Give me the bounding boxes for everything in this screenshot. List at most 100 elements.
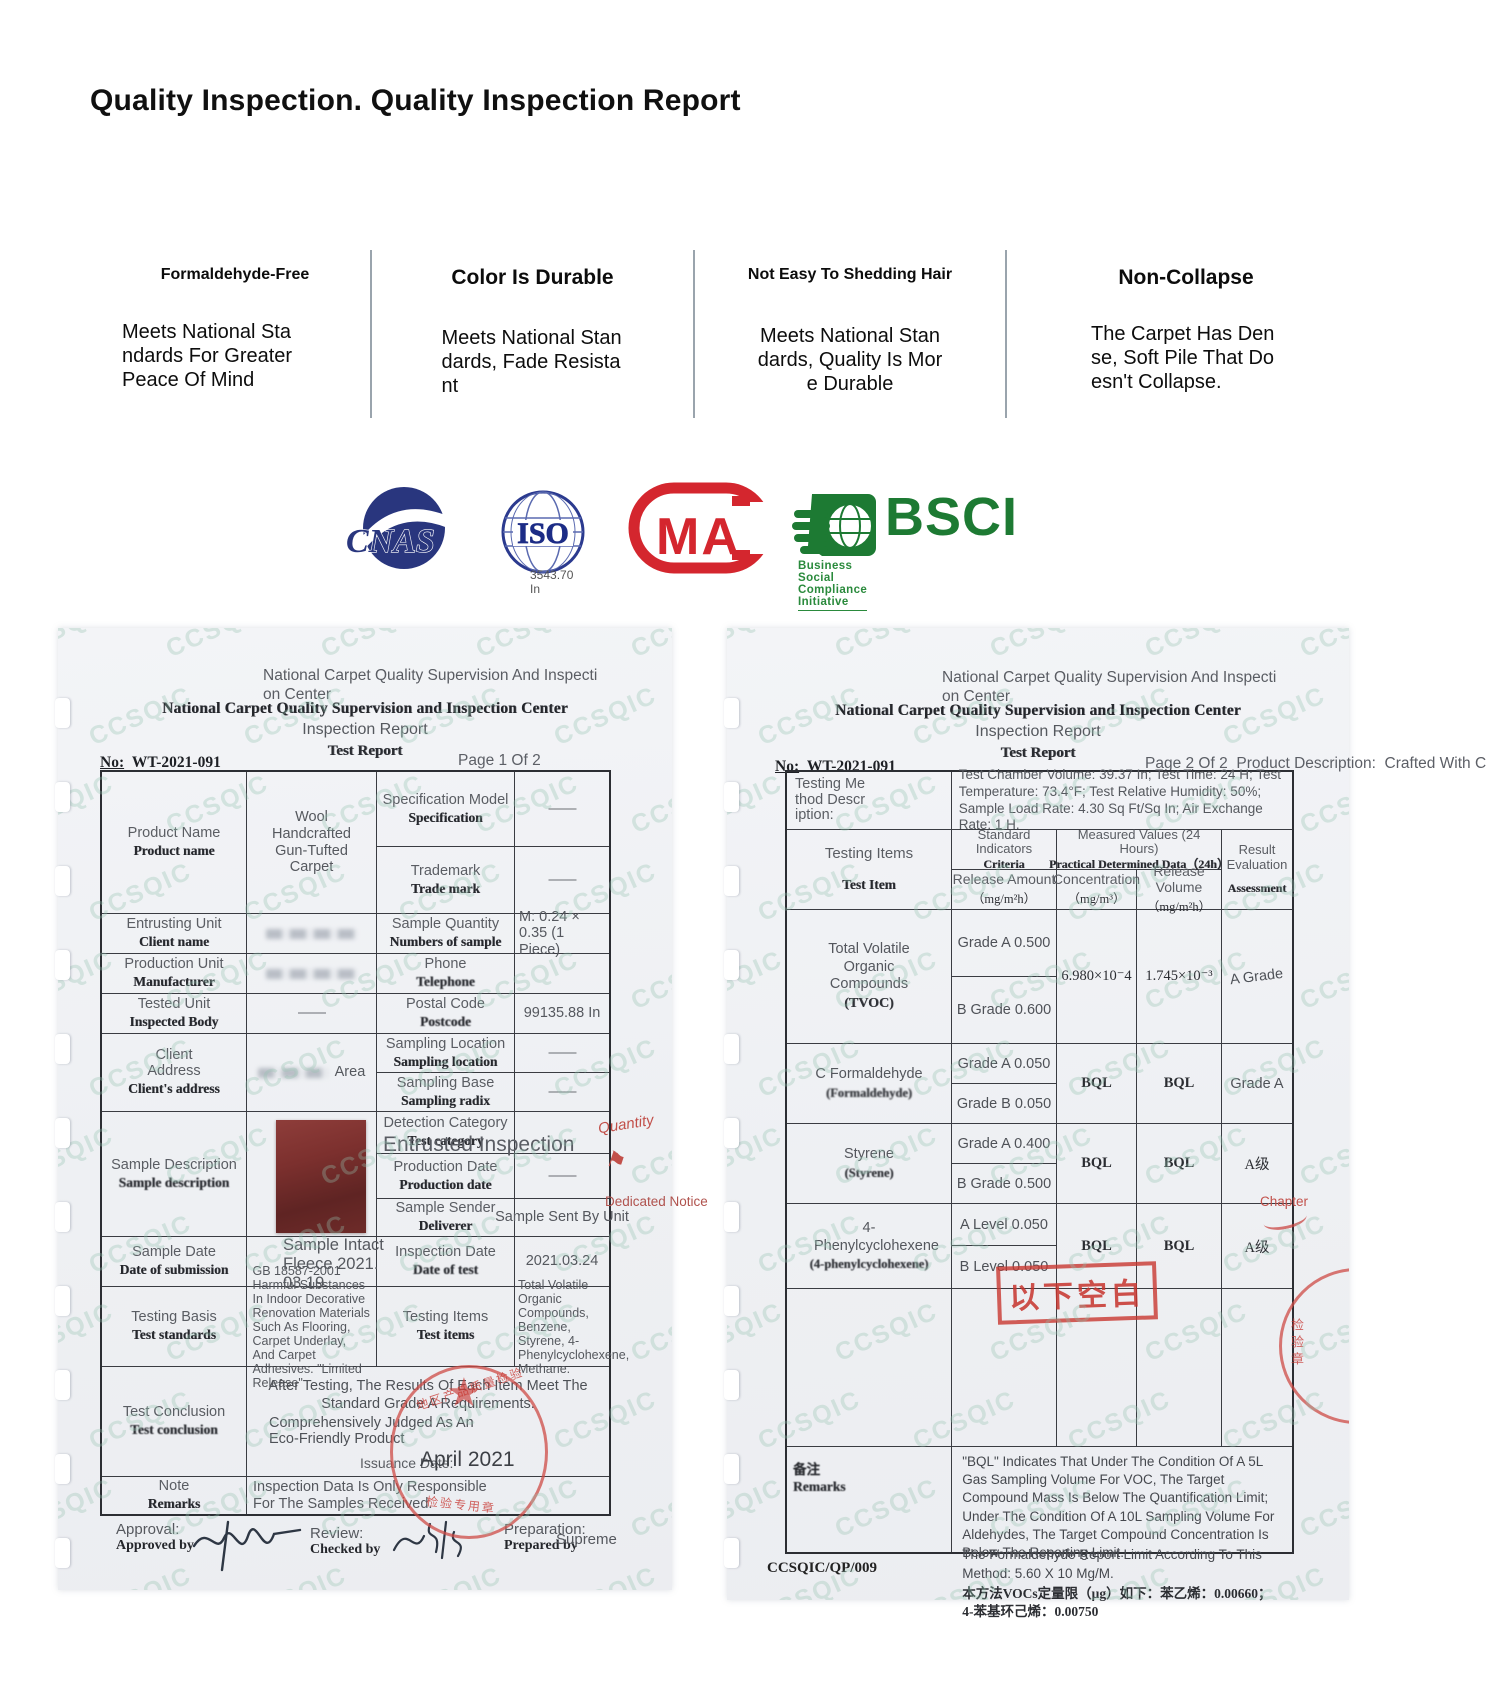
std-styrene-a: Grade A 0.400 xyxy=(952,1124,1057,1164)
conc-styrene: BQL xyxy=(1057,1124,1137,1204)
label-client-address: Client Address Client's address xyxy=(102,1034,247,1112)
value-testing-basis: GB 18587-2001 Harmful Substances In Indo… xyxy=(247,1264,377,1390)
value-specification: —— xyxy=(515,772,609,847)
feature-title: Non-Collapse xyxy=(1118,266,1254,289)
value-production-date: —— xyxy=(515,1154,609,1199)
cell-sample-photo xyxy=(247,1112,377,1237)
value-entrusting-unit xyxy=(247,914,377,954)
value-inspection-date: 2021.03.24 xyxy=(515,1237,609,1287)
empty-cell xyxy=(1057,1289,1137,1447)
value-sampling-location: —— xyxy=(515,1034,609,1073)
header-release-amount: Release Amount （mg/m²h） xyxy=(952,870,1057,910)
label-sampling-location: Sampling Location Sampling location xyxy=(377,1034,515,1073)
label-specification: Specification Model Specification xyxy=(377,772,515,847)
std-styrene-b: B Grade 0.500 xyxy=(952,1164,1057,1204)
feature-color-durable: Color Is Durable Meets National Standard… xyxy=(370,250,693,418)
label-postal-code: Postal Code Postcode xyxy=(377,994,515,1034)
label-sample-date: Sample Date Date of submission xyxy=(102,1237,247,1287)
iso-logo-icon: ISO xyxy=(495,484,591,585)
empty-cell xyxy=(787,1289,952,1447)
feature-description: Meets National Standards For Greater Pea… xyxy=(122,321,293,391)
value-testing-items: Total Volatile Organic Compounds, Benzen… xyxy=(515,1278,629,1376)
feature-description: Meets National Standards, Quality Is Mor… xyxy=(757,325,943,395)
label-test-conclusion: Test Conclusion Test conclusion xyxy=(102,1367,247,1477)
doc1-page-indicator: Page 1 Of 2 xyxy=(458,752,541,769)
cma-logo-icon: MA xyxy=(628,482,776,579)
label-testing-items: Testing Items Test items xyxy=(377,1287,515,1367)
label-product-name: Product Name Product name xyxy=(102,772,247,914)
label-entrusting-unit: Entrusting Unit Client name xyxy=(102,914,247,954)
value-sample-date xyxy=(247,1237,377,1287)
label-sample-sender: Sample Sender Deliverer xyxy=(377,1199,515,1237)
review-block: Review: Checked by xyxy=(310,1525,381,1557)
inspection-report-page2: National Carpet Quality Supervision And … xyxy=(724,628,1486,1619)
label-remarks: 备注 Remarks xyxy=(787,1447,952,1552)
vol-phenyl: BQL xyxy=(1137,1204,1222,1289)
feature-columns: Formaldehyde-Free Meets National Standar… xyxy=(100,250,1365,418)
header-testing-items: Testing Items Test Item xyxy=(787,830,952,910)
svg-text:CNAS: CNAS xyxy=(346,523,435,560)
label-production-unit: Production Unit Manufacturer xyxy=(102,954,247,994)
result-styrene: A级 xyxy=(1222,1124,1292,1204)
doc2-results-table: Testing Method Description: Test Chamber… xyxy=(785,767,1294,1619)
label-sample-quantity: Sample Quantity Numbers of sample xyxy=(377,914,515,954)
feature-title: Formaldehyde-Free xyxy=(160,266,310,283)
vol-tvoc: 1.745×10⁻³ xyxy=(1137,910,1222,1044)
preparer-name: Supreme xyxy=(556,1531,617,1548)
conc-tvoc: 6.980×10⁻4 xyxy=(1057,910,1137,1044)
result-formaldehyde: Grade A xyxy=(1222,1044,1292,1124)
doc2-header-serif: National Carpet Quality Supervision and … xyxy=(835,702,1241,719)
value-trademark: —— xyxy=(515,847,609,914)
result-phenyl: A级 xyxy=(1222,1204,1292,1289)
sample-caption: Sample Intact Fleece 2021.03.19 xyxy=(283,1236,384,1292)
dedicated-notice-annotation: Dedicated Notice xyxy=(605,1194,708,1209)
doc2-header-en: National Carpet Quality Supervision And … xyxy=(942,669,1277,706)
doc1-header-serif: National Carpet Quality Supervision and … xyxy=(162,700,568,717)
inspection-report-page1: National Carpet Quality Supervision And … xyxy=(55,628,708,1590)
doc1-report-title: Inspection Report xyxy=(302,721,428,738)
value-sample-sender: Sample Sent By Unit xyxy=(495,1199,629,1237)
iso-caption: 3543.70 In xyxy=(530,568,574,596)
feature-title: Not Easy To Shedding Hair xyxy=(747,266,953,283)
preparation-block: Preparation: Prepared by xyxy=(504,1521,586,1553)
label-sampling-base: Sampling Base Sampling radix xyxy=(377,1073,515,1112)
doc2-test-report: Test Report xyxy=(1000,745,1076,761)
feature-description: Meets National Standards, Fade Resistant xyxy=(441,327,622,397)
feature-title: Color Is Durable xyxy=(451,266,614,289)
empty-cell xyxy=(952,1289,1057,1447)
doc2-report-title: Inspection Report xyxy=(975,723,1101,740)
item-phenylcyclohexene: 4-Phenylcyclohexene (4-phenylcyclohexene… xyxy=(787,1204,952,1289)
cnas-logo-icon: CNAS xyxy=(338,484,458,581)
feature-description: The Carpet Has Dense, Soft Pile That Doe… xyxy=(1091,323,1275,393)
label-sample-description: Sample Description Sample description xyxy=(102,1112,247,1237)
item-tvoc: Total Volatile Organic Compounds (TVOC) xyxy=(787,910,952,1044)
value-sampling-base: —— xyxy=(515,1073,609,1112)
std-formaldehyde-b: Grade B 0.050 xyxy=(952,1084,1057,1124)
review-signature xyxy=(392,1520,462,1560)
feature-no-shedding: Not Easy To Shedding Hair Meets National… xyxy=(693,250,1005,418)
doc2-page-indicator: Page 2 Of 2 Product Description: Crafted… xyxy=(1145,755,1487,772)
item-formaldehyde: C Formaldehyde (Formaldehyde) xyxy=(787,1044,952,1124)
value-production-unit xyxy=(247,954,377,994)
value-detection-category xyxy=(515,1112,609,1154)
std-tvoc-b: B Grade 0.600 xyxy=(952,977,1057,1044)
header-concentration: Concentration （mg/m³） xyxy=(1053,870,1140,910)
value-client-address: Area xyxy=(247,1034,377,1112)
value-postal-code: 99135.88 In xyxy=(515,994,609,1034)
empty-cell xyxy=(1222,1289,1292,1447)
feature-formaldehyde-free: Formaldehyde-Free Meets National Standar… xyxy=(100,250,370,418)
doc1-report-number: No: WT-2021-091 xyxy=(100,754,221,771)
conc-phenyl: BQL xyxy=(1057,1204,1137,1289)
value-tested-unit: —— xyxy=(247,994,377,1034)
header-result-evaluation: Result Evaluation Assessment xyxy=(1222,830,1292,910)
std-formaldehyde-a: Grade A 0.050 xyxy=(952,1044,1057,1084)
std-phenyl-a: A Level 0.050 xyxy=(952,1204,1057,1246)
label-detection-category: Detection Category Test category xyxy=(377,1112,515,1154)
page-title: Quality Inspection. Quality Inspection R… xyxy=(90,84,741,117)
carpet-sample-photo xyxy=(276,1120,366,1233)
value-phone xyxy=(515,954,609,994)
label-testing-basis: Testing Basis Test standards xyxy=(102,1287,247,1367)
std-phenyl-b: B Level 0.050 xyxy=(952,1246,1057,1289)
bsci-caption: Business Social Compliance Initiative xyxy=(798,560,868,611)
label-inspection-date: Inspection Date Date of test xyxy=(377,1237,515,1287)
